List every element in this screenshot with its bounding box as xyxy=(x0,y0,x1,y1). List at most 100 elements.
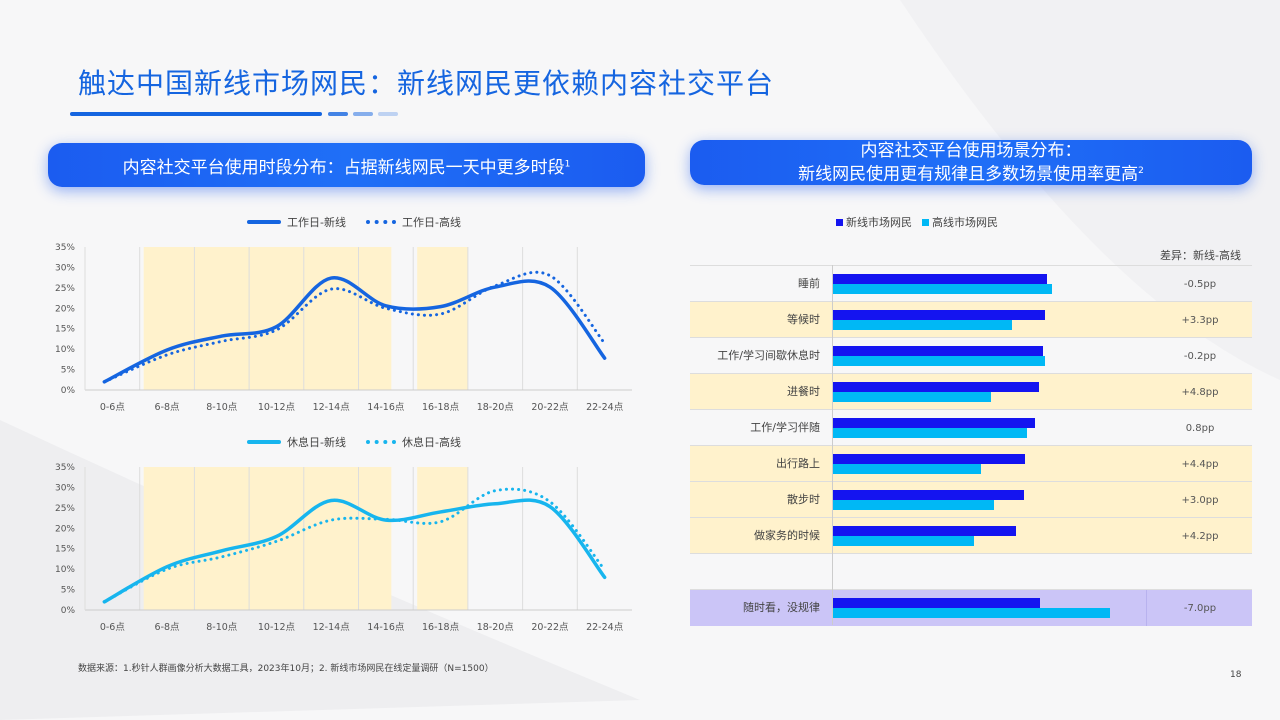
scenario-row: 出行路上 +4.4pp xyxy=(690,446,1252,482)
scenario-row: 散步时 +3.0pp xyxy=(690,482,1252,518)
legend-label: 工作日-高线 xyxy=(401,216,461,229)
x-tick-label: 6-8点 xyxy=(155,622,181,633)
bar-high-market xyxy=(832,608,1110,618)
left-section-header: 内容社交平台使用时段分布：占据新线网民一天中更多时段1 xyxy=(48,143,645,187)
restday-line-chart: 0% 5% 10% 15% 20% 25% 30% 35% 0-6点 6-8点 8-10点 10-12… xyxy=(55,463,632,633)
bar-high-market xyxy=(832,392,991,402)
y-tick-label: 0% xyxy=(61,606,76,616)
scenario-label: 随时看，没规律 xyxy=(743,601,820,614)
x-tick-label: 16-18点 xyxy=(422,402,460,413)
bar-new-market xyxy=(832,598,1040,608)
highlight-band xyxy=(417,467,468,610)
y-tick-label: 30% xyxy=(55,263,75,273)
x-tick-label: 12-14点 xyxy=(313,622,351,633)
y-tick-label: 15% xyxy=(55,325,75,335)
scenario-row xyxy=(690,554,1252,590)
bar-chart-legend: 新线市场网民 高线市场网民 xyxy=(836,214,998,230)
scenario-row: 睡前 -0.5pp xyxy=(690,266,1252,302)
x-tick-label: 8-10点 xyxy=(206,402,238,413)
x-tick-label: 14-16点 xyxy=(367,622,405,633)
diff-value: +3.0pp xyxy=(1181,495,1219,506)
page-number: 18 xyxy=(1230,670,1242,680)
bar-high-market xyxy=(832,284,1052,294)
scenario-row: 等候时 +3.3pp xyxy=(690,302,1252,338)
legend-label: 高线市场网民 xyxy=(932,216,998,229)
scenario-label: 出行路上 xyxy=(776,457,820,470)
x-tick-label: 6-8点 xyxy=(155,402,181,413)
scenario-label: 工作/学习伴随 xyxy=(750,421,820,434)
legend-label: 新线市场网民 xyxy=(846,216,912,229)
y-tick-label: 5% xyxy=(61,366,76,376)
bar-new-market xyxy=(832,418,1035,428)
bar-high-market xyxy=(832,320,1012,330)
legend-label: 休息日-高线 xyxy=(401,436,461,449)
title-underline xyxy=(70,112,322,116)
chart1-legend: 工作日-新线 工作日-高线 xyxy=(247,214,461,230)
title-underline-dash xyxy=(353,112,373,116)
footnote: 数据来源：1.秒针人群画像分析大数据工具，2023年10月；2. 新线市场网民在… xyxy=(78,664,494,674)
legend-dotted-swatch xyxy=(365,220,396,224)
x-tick-label: 20-22点 xyxy=(531,622,569,633)
scenario-label: 工作/学习间歇休息时 xyxy=(717,349,820,362)
diff-column-header: 差异：新线-高线 xyxy=(1160,249,1241,262)
bar-new-market xyxy=(832,490,1024,500)
y-tick-label: 25% xyxy=(55,504,75,514)
diff-value: -7.0pp xyxy=(1183,603,1217,614)
scenario-row: 进餐时 +4.8pp xyxy=(690,374,1252,410)
diff-value: -0.5pp xyxy=(1183,279,1217,290)
series-line-solid xyxy=(102,498,607,604)
right-section-header: 内容社交平台使用场景分布： 新线网民使用更有规律且多数场景使用率更高2 xyxy=(690,140,1252,185)
bar-new-market xyxy=(832,526,1016,536)
scenario-label: 散步时 xyxy=(787,493,820,506)
y-tick-label: 20% xyxy=(55,304,75,314)
y-tick-label: 35% xyxy=(55,243,75,253)
bar-axis-line xyxy=(832,265,833,625)
y-tick-label: 10% xyxy=(55,345,75,355)
legend-label: 工作日-新线 xyxy=(287,216,346,229)
highlight-band xyxy=(143,247,392,390)
scenario-label: 做家务的时候 xyxy=(754,529,820,542)
legend-swatch-high xyxy=(922,219,929,226)
y-tick-label: 30% xyxy=(55,483,75,493)
right-header-line1: 内容社交平台使用场景分布： xyxy=(860,140,1082,161)
bar-new-market xyxy=(832,382,1039,392)
diff-value: -0.2pp xyxy=(1183,351,1217,362)
diff-column-divider xyxy=(1146,590,1147,626)
x-tick-label: 10-12点 xyxy=(258,402,296,413)
diff-value: +4.8pp xyxy=(1181,387,1219,398)
y-tick-label: 15% xyxy=(55,545,75,555)
legend-label: 休息日-新线 xyxy=(287,436,346,449)
x-tick-label: 18-20点 xyxy=(477,402,515,413)
bar-new-market xyxy=(832,310,1045,320)
page-title: 触达中国新线市场网民：新线网民更依赖内容社交平台 xyxy=(78,67,775,100)
bar-new-market xyxy=(832,346,1043,356)
x-tick-label: 12-14点 xyxy=(313,402,351,413)
scenario-row: 工作/学习伴随 0.8pp xyxy=(690,410,1252,446)
scenario-bar-table: 睡前 -0.5pp 等候时 +3.3pp 工作/学习间歇休息时 -0.2pp 进餐时 +4.8… xyxy=(690,265,1252,626)
title-underline-dash xyxy=(378,112,398,116)
bar-new-market xyxy=(832,274,1047,284)
diff-value: +4.4pp xyxy=(1181,459,1219,470)
y-tick-label: 35% xyxy=(55,463,75,473)
diff-value xyxy=(1160,554,1240,590)
x-tick-label: 14-16点 xyxy=(367,402,405,413)
bar-high-market xyxy=(832,464,981,474)
x-tick-label: 10-12点 xyxy=(258,622,296,633)
series-line-dotted xyxy=(102,270,607,384)
series-line-dotted xyxy=(102,487,607,604)
bar-high-market xyxy=(832,500,994,510)
scenario-label: 等候时 xyxy=(787,313,820,326)
bar-new-market xyxy=(832,454,1025,464)
legend-solid-swatch xyxy=(247,440,281,444)
y-tick-label: 5% xyxy=(61,586,76,596)
footnote-mark: 1 xyxy=(564,158,571,169)
series-line-solid xyxy=(102,276,607,384)
diff-value: 0.8pp xyxy=(1185,423,1215,434)
scenario-row: 工作/学习间歇休息时 -0.2pp xyxy=(690,338,1252,374)
scenario-label: 进餐时 xyxy=(787,385,820,398)
x-tick-label: 8-10点 xyxy=(206,622,238,633)
x-tick-label: 16-18点 xyxy=(422,622,460,633)
diff-value: +4.2pp xyxy=(1181,531,1219,542)
x-tick-label: 20-22点 xyxy=(531,402,569,413)
chart2-legend: 休息日-新线 休息日-高线 xyxy=(247,434,461,450)
